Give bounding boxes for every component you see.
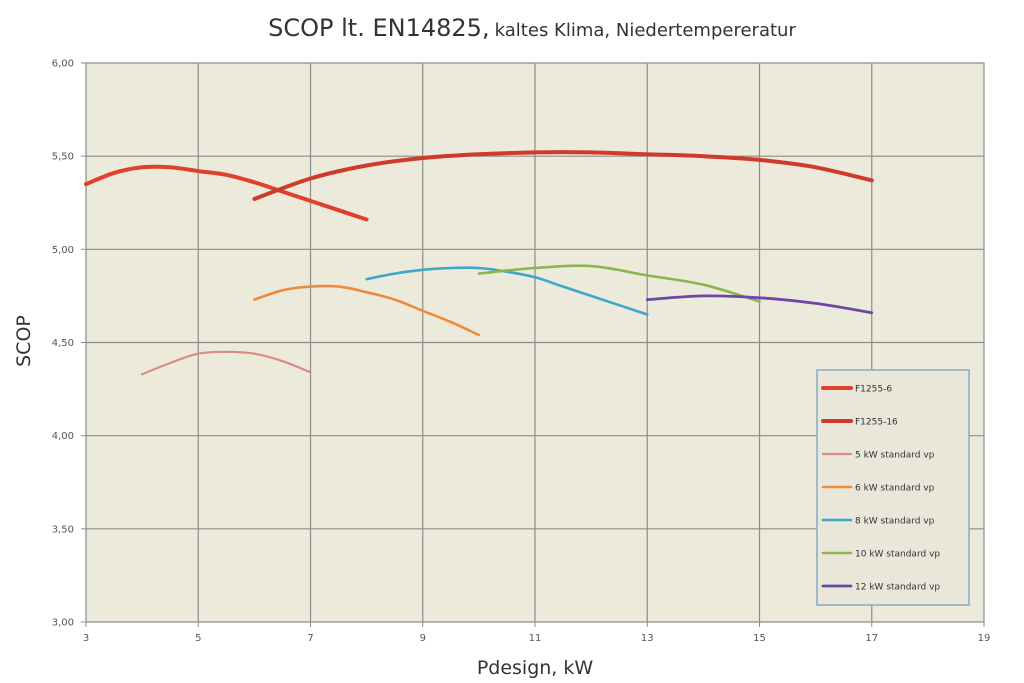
legend-label-3: 5 kW standard vp [855,451,935,461]
legend-label-1: F1255-6 [855,385,892,395]
legend-label-5: 8 kW standard vp [855,517,935,527]
y-tick-label: 5,00 [52,245,74,256]
legend-label-4: 6 kW standard vp [855,484,935,494]
x-tick-label: 3 [83,633,89,644]
series-line-2 [252,150,874,201]
series-line-7 [645,294,874,315]
x-tick-label: 19 [978,633,991,644]
series-line-3 [141,350,312,376]
y-tick-label: 5,50 [52,152,74,163]
x-tick-label: 5 [195,633,201,644]
series-line-6 [477,264,761,303]
x-tick-label: 11 [529,633,542,644]
y-tick-label: 3,50 [52,524,74,535]
y-tick-label: 4,50 [52,338,74,349]
series-layer [84,150,874,376]
x-axis-title: Pdesign, kW [477,657,594,679]
legend-label-2: F1255-16 [855,418,898,428]
chart-title-main: SCOP lt. EN14825, [268,14,490,42]
x-tick-label: 17 [865,633,878,644]
legend: F1255-6 F1255-16 5 kW standard vp 6 kW stan… [816,369,970,606]
y-tick-label: 3,00 [52,618,74,629]
chart-title: SCOP lt. EN14825, kaltes Klima, Niederte… [0,14,1024,42]
legend-label-7: 12 kW standard vp [855,583,940,593]
legend-label-6: 10 kW standard vp [855,550,940,560]
y-tick-label: 6,00 [52,59,74,70]
y-tick-label: 4,00 [52,431,74,442]
x-tick-label: 9 [420,633,426,644]
series-line-4 [253,284,481,337]
series-line-1 [84,164,369,222]
x-tick-label: 15 [753,633,766,644]
chart-subtitle: kaltes Klima, Niedertempereratur [494,20,796,41]
x-tick-label: 7 [307,633,313,644]
tick-layer: 3 5 7 9 11 13 15 17 19 3,00 3,50 4,00 4,50 5,00 5,50 6,… [52,59,991,645]
y-axis-title: SCOP [13,315,35,367]
x-tick-label: 13 [641,633,654,644]
